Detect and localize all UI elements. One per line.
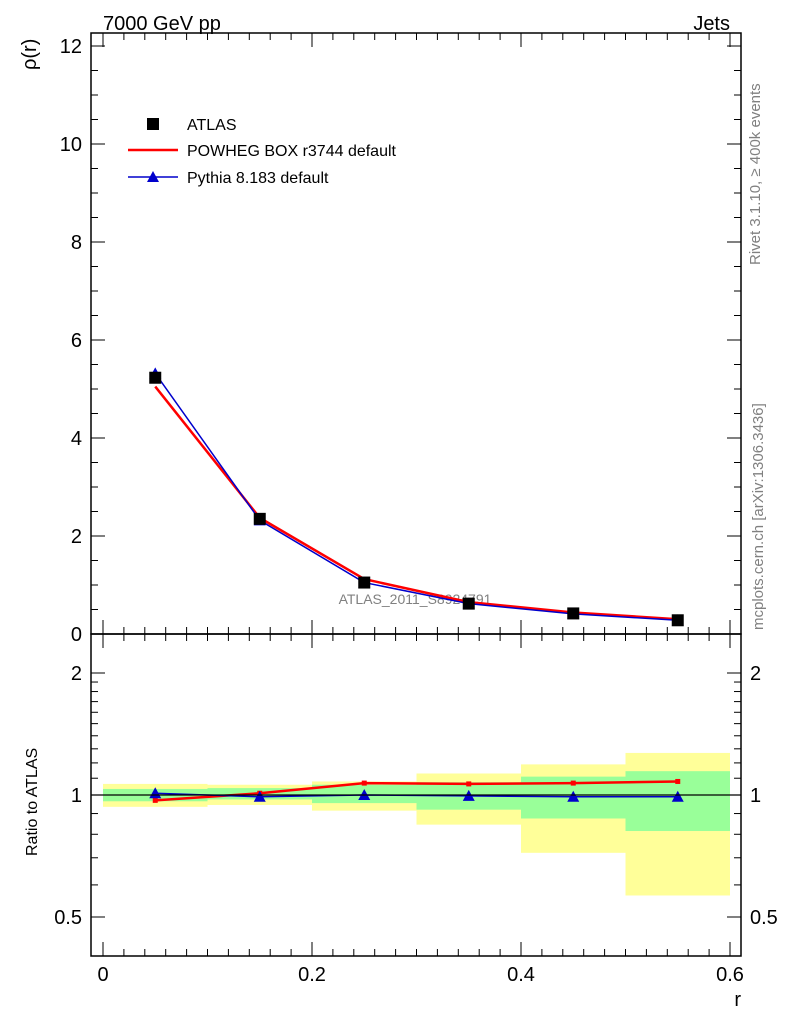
ratio-ylabel: Ratio to ATLAS	[24, 748, 41, 856]
x-tick-label: 0	[97, 964, 108, 986]
y-tick-label: 0	[71, 624, 82, 646]
y-tick-label: 4	[71, 428, 82, 450]
ratio-xlabel: r	[734, 989, 741, 1011]
legend-atlas-marker	[147, 118, 159, 130]
ratio-pythia-point	[671, 790, 684, 802]
side-label-top: Rivet 3.1.10, ≥ 400k events	[747, 83, 764, 265]
ratio-powheg-point	[466, 781, 472, 787]
legend-label: POWHEG BOX r3744 default	[187, 143, 397, 160]
legend-pythia-marker	[147, 171, 159, 182]
legend-label: ATLAS	[187, 117, 237, 134]
ratio-bands	[103, 752, 730, 896]
x-tick-label: 0.2	[298, 964, 326, 986]
pythia-line	[154, 372, 678, 622]
header-right: Jets	[693, 13, 730, 35]
ratio-y-tick-label-right: 2	[750, 663, 761, 685]
ratio-powheg-point	[361, 780, 367, 786]
main-series-group	[149, 367, 684, 627]
watermark: ATLAS_2011_S8924791	[339, 591, 492, 607]
atlas-point	[567, 607, 580, 620]
y-tick-label: 12	[60, 36, 82, 58]
ratio-powheg-point	[570, 780, 576, 786]
ratio-y-tick-label: 1	[71, 785, 82, 807]
side-label-bottom: mcplots.cern.ch [arXiv:1306.3436]	[750, 403, 767, 630]
y-tick-label: 10	[60, 134, 82, 156]
y-tick-label: 8	[71, 232, 82, 254]
watermark-group: ATLAS_2011_S8924791	[339, 591, 492, 607]
ratio-y-tick-label-right: 1	[750, 785, 761, 807]
atlas-point	[253, 512, 266, 525]
legend-label: Pythia 8.183 default	[187, 170, 329, 187]
legend: ATLAS POWHEG BOX r3744 default Pythia 8.18…	[128, 117, 397, 187]
ratio-powheg-point	[675, 778, 681, 784]
ratio-y-tick-label-right: 0.5	[750, 907, 778, 929]
x-tick-label: 0.4	[507, 964, 535, 986]
atlas-point	[671, 614, 684, 627]
ratio-pythia-point	[253, 790, 266, 802]
powheg-line	[154, 385, 678, 621]
x-tick-label: 0.6	[716, 964, 744, 986]
y-tick-label: 2	[71, 526, 82, 548]
atlas-point	[149, 371, 162, 384]
y-tick-label: 6	[71, 330, 82, 352]
ratio-pythia-point	[567, 790, 580, 802]
header-left: 7000 GeV pp	[103, 13, 221, 35]
ratio-y-tick-label: 0.5	[54, 907, 82, 929]
atlas-point	[358, 576, 371, 589]
atlas-point	[462, 597, 475, 610]
ratio-powheg-point	[152, 797, 158, 803]
ratio-y-tick-label: 2	[71, 663, 82, 685]
main-ylabel: ρ(r)	[19, 39, 41, 70]
